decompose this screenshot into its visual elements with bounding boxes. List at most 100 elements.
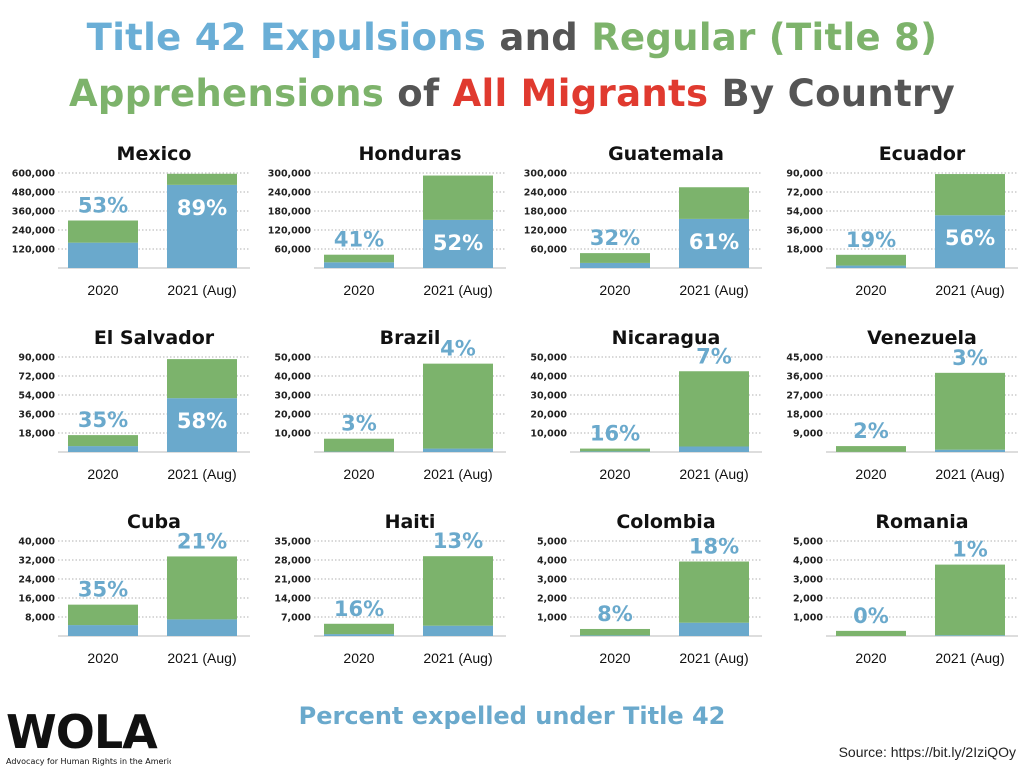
y-tick-label: 32,000 — [18, 556, 55, 567]
y-tick-label: 21,000 — [274, 575, 311, 586]
chart-svg-honduras: Honduras60,000120,000180,000240,000300,0… — [256, 138, 512, 323]
title-line-2: Apprehensions of All Migrants By Country — [0, 66, 1024, 122]
chart-svg-guatemala: Guatemala60,000120,000180,000240,000300,… — [512, 138, 768, 323]
bar-title42-2021 — [167, 619, 237, 636]
panel-title: Ecuador — [879, 143, 966, 165]
y-tick-label: 18,000 — [786, 245, 823, 256]
bar-title42-2020 — [836, 266, 906, 268]
bar-title42-2020 — [324, 634, 394, 636]
x-tick-label: 2020 — [855, 650, 886, 666]
y-tick-label: 5,000 — [537, 537, 567, 548]
x-tick-label: 2021 (Aug) — [679, 282, 748, 298]
bar-title8-2020 — [836, 255, 906, 266]
y-tick-label: 8,000 — [25, 613, 55, 624]
y-tick-label: 4,000 — [793, 556, 823, 567]
bar-title42-2020 — [580, 635, 650, 636]
title-line2-segment-3: By Country — [708, 72, 955, 115]
chart-svg-venezuela: Venezuela9,00018,00027,00036,00045,00020… — [768, 322, 1024, 507]
percent-label: 61% — [689, 230, 739, 254]
y-tick-label: 120,000 — [524, 226, 568, 237]
y-tick-label: 16,000 — [18, 594, 55, 605]
percent-label: 21% — [177, 529, 227, 553]
percent-label: 53% — [78, 194, 128, 218]
x-tick-label: 2020 — [599, 650, 630, 666]
y-tick-label: 36,000 — [786, 372, 823, 383]
bar-title8-2021 — [679, 371, 749, 446]
x-tick-label: 2021 (Aug) — [679, 466, 748, 482]
y-tick-label: 45,000 — [786, 353, 823, 364]
bar-title42-2020 — [580, 263, 650, 268]
chart-svg-nicaragua: Nicaragua10,00020,00030,00040,00050,0002… — [512, 322, 768, 507]
y-tick-label: 240,000 — [268, 188, 312, 199]
bar-title8-2020 — [324, 255, 394, 263]
y-tick-label: 240,000 — [12, 226, 56, 237]
bar-title8-2020 — [580, 449, 650, 452]
y-tick-label: 9,000 — [793, 429, 823, 440]
y-tick-label: 40,000 — [18, 537, 55, 548]
percent-label: 41% — [334, 228, 384, 252]
title-line2-segment-2: All Migrants — [453, 72, 709, 115]
x-tick-label: 2020 — [343, 466, 374, 482]
y-tick-label: 35,000 — [274, 537, 311, 548]
y-tick-label: 120,000 — [268, 226, 312, 237]
percent-label: 3% — [341, 412, 377, 436]
percent-label: 2% — [853, 419, 889, 443]
y-tick-label: 5,000 — [793, 537, 823, 548]
bar-title42-2021 — [935, 635, 1005, 636]
y-tick-label: 27,000 — [786, 391, 823, 402]
percent-label: 7% — [696, 344, 732, 368]
bar-title8-2020 — [324, 624, 394, 634]
y-tick-label: 60,000 — [530, 245, 567, 256]
y-tick-label: 54,000 — [18, 391, 55, 402]
percent-label: 8% — [597, 602, 633, 626]
percent-label: 52% — [433, 231, 483, 255]
x-tick-label: 2021 (Aug) — [167, 466, 236, 482]
y-tick-label: 54,000 — [786, 207, 823, 218]
x-tick-label: 2020 — [87, 466, 118, 482]
x-tick-label: 2021 (Aug) — [423, 466, 492, 482]
bar-title8-2021 — [935, 565, 1005, 636]
percent-label: 89% — [177, 196, 227, 220]
x-tick-label: 2020 — [87, 650, 118, 666]
y-tick-label: 28,000 — [274, 556, 311, 567]
title-line1-segment-2: Regular (Title 8) — [591, 16, 937, 59]
y-tick-label: 24,000 — [18, 575, 55, 586]
y-tick-label: 600,000 — [12, 169, 56, 180]
percent-label: 35% — [78, 408, 128, 432]
bar-title8-2020 — [68, 605, 138, 625]
bar-title8-2021 — [423, 364, 493, 449]
y-tick-label: 300,000 — [524, 169, 568, 180]
chart-svg-colombia: Colombia1,0002,0003,0004,0005,00020208%2… — [512, 506, 768, 691]
bar-title8-2020 — [580, 629, 650, 635]
y-tick-label: 18,000 — [18, 429, 55, 440]
y-tick-label: 120,000 — [12, 245, 56, 256]
percent-label: 19% — [846, 228, 896, 252]
bar-title42-2020 — [68, 243, 138, 268]
title-line2-segment-1: of — [384, 72, 452, 115]
panel-title: Mexico — [117, 143, 192, 165]
x-tick-label: 2021 (Aug) — [423, 650, 492, 666]
bar-title8-2021 — [679, 562, 749, 623]
title-line-1: Title 42 Expulsions and Regular (Title 8… — [0, 10, 1024, 66]
panel-title: Romania — [875, 511, 968, 533]
x-tick-label: 2021 (Aug) — [167, 650, 236, 666]
percent-label: 16% — [334, 597, 384, 621]
x-tick-label: 2021 (Aug) — [935, 466, 1004, 482]
bar-title42-2021 — [935, 450, 1005, 452]
percent-label: 56% — [945, 226, 995, 250]
x-tick-label: 2020 — [343, 650, 374, 666]
x-tick-label: 2020 — [87, 282, 118, 298]
chart-svg-mexico: Mexico120,000240,000360,000480,000600,00… — [0, 138, 256, 323]
bar-title8-2021 — [167, 556, 237, 619]
y-tick-label: 72,000 — [786, 188, 823, 199]
y-tick-label: 240,000 — [524, 188, 568, 199]
percent-label: 58% — [177, 409, 227, 433]
title-line1-segment-1: and — [486, 16, 591, 59]
y-tick-label: 90,000 — [786, 169, 823, 180]
